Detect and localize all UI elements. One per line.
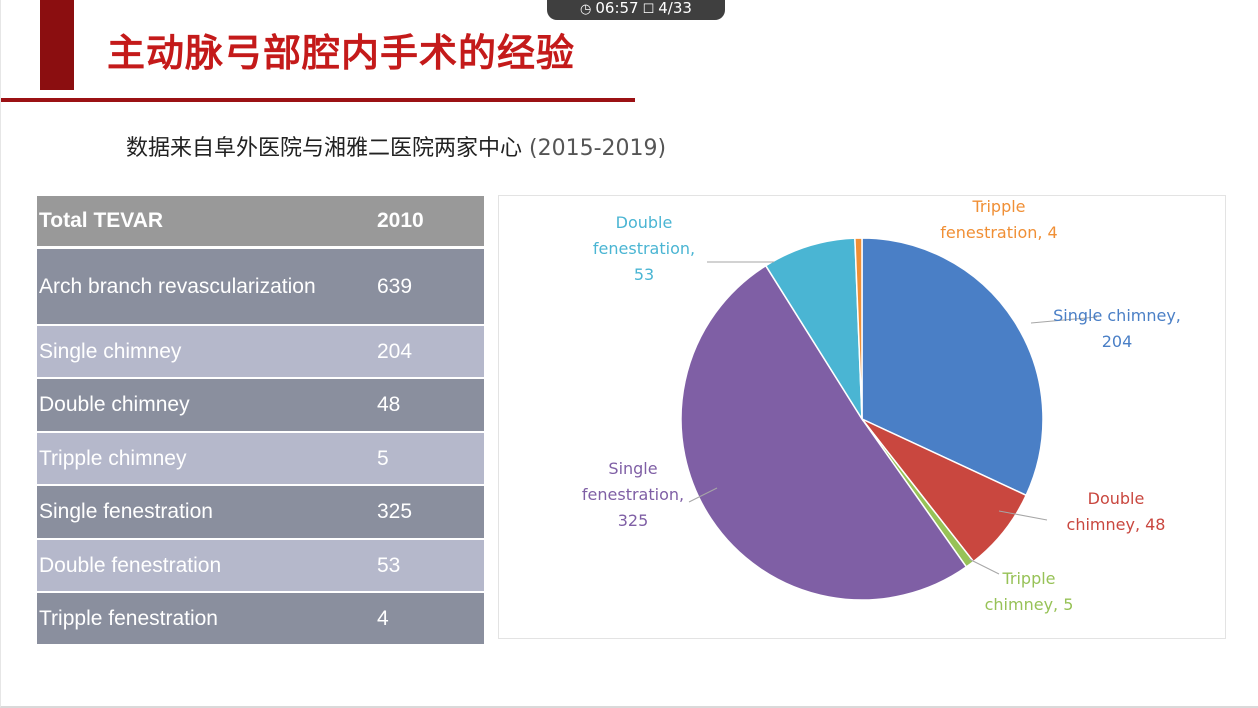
table-row: Double chimney 48 bbox=[37, 379, 484, 433]
data-source-subtitle: 数据来自阜外医院与湘雅二医院两家中心 (2015-2019) bbox=[126, 130, 666, 162]
row-label: Tripple chimney bbox=[39, 446, 187, 470]
table-row: Double fenestration 53 bbox=[37, 540, 484, 593]
row-value: 325 bbox=[377, 500, 413, 523]
table-row: Single chimney 204 bbox=[37, 326, 484, 379]
table-row: Tripple chimney 5 bbox=[37, 433, 484, 486]
data-label-tripple-fenestration: Tripple fenestration, 4 bbox=[940, 197, 1057, 242]
tevar-table: Total TEVAR 2010 Arch branch revasculari… bbox=[37, 196, 484, 646]
leader-line bbox=[968, 558, 1000, 575]
pie-slice-double-fenestration bbox=[764, 237, 863, 422]
row-value: 48 bbox=[377, 393, 401, 416]
player-status-pill: ◷ 06:57 ☐ 4/33 bbox=[547, 0, 725, 20]
title-accent-bar bbox=[40, 0, 74, 90]
clock-icon: ◷ bbox=[580, 2, 592, 17]
row-value: 5 bbox=[377, 446, 389, 470]
row-label: Single fenestration bbox=[39, 500, 213, 523]
leader-line bbox=[998, 510, 1048, 521]
table-header-label: Total TEVAR bbox=[39, 209, 164, 232]
row-value: 53 bbox=[377, 553, 401, 577]
subtitle-years: (2015-2019) bbox=[529, 136, 667, 161]
row-value: 639 bbox=[377, 274, 413, 298]
leader-line bbox=[688, 487, 718, 503]
data-label-double-fenestration: Double fenestration, 53 bbox=[593, 213, 695, 284]
slide-title: 主动脉弓部腔内手术的经验 bbox=[107, 31, 576, 75]
pie-chart: Single chimney, 204 Double chimney, 48 Tripp… bbox=[582, 197, 1181, 614]
pie-slice-tripple-fenestration bbox=[854, 237, 863, 420]
leader-line bbox=[1030, 316, 1098, 324]
slide-icon: ☐ bbox=[642, 2, 655, 17]
row-label: Single chimney bbox=[39, 339, 182, 363]
table-header-row: Total TEVAR 2010 bbox=[37, 196, 484, 249]
table-row: Single fenestration 325 bbox=[37, 486, 484, 540]
row-value: 204 bbox=[377, 339, 413, 363]
table-header-value: 2010 bbox=[377, 209, 424, 232]
data-label-double-chimney: Double chimney, 48 bbox=[1067, 489, 1166, 534]
table-row: Arch branch revascularization 639 bbox=[37, 249, 484, 326]
pie-slice-single-chimney bbox=[861, 237, 1044, 497]
pie-slice-single-fenestration bbox=[680, 264, 968, 601]
table-row: Tripple fenestration 4 bbox=[37, 593, 484, 646]
title-underline bbox=[1, 98, 635, 102]
page-indicator: 4/33 bbox=[658, 0, 692, 17]
row-value: 4 bbox=[377, 606, 389, 630]
row-label: Arch branch revascularization bbox=[39, 274, 316, 298]
row-label: Double chimney bbox=[39, 393, 190, 416]
data-label-single-fenestration: Single fenestration, 325 bbox=[582, 459, 684, 530]
pie-chart-panel: Single chimney, 204 Double chimney, 48 Tripp… bbox=[498, 195, 1226, 639]
player-time: 06:57 bbox=[595, 0, 639, 17]
row-label: Tripple fenestration bbox=[39, 606, 218, 630]
data-label-tripple-chimney: Tripple chimney, 5 bbox=[985, 569, 1074, 614]
row-label: Double fenestration bbox=[39, 553, 222, 577]
data-label-single-chimney: Single chimney, 204 bbox=[1053, 306, 1181, 351]
subtitle-text: 数据来自阜外医院与湘雅二医院两家中心 bbox=[126, 136, 523, 161]
